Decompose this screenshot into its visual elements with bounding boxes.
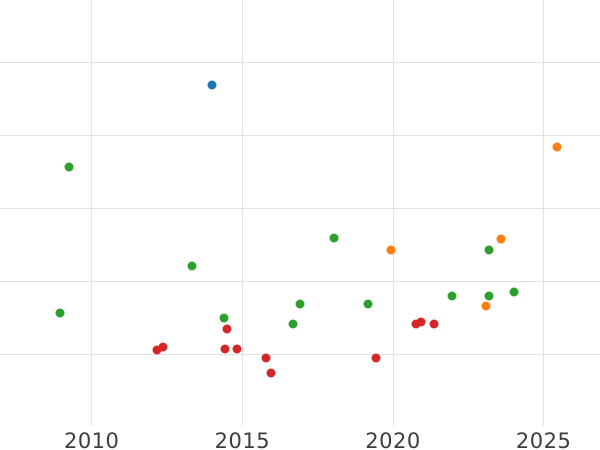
y-gridline [0, 62, 600, 64]
data-point-orange [552, 142, 562, 152]
y-gridline [0, 280, 600, 282]
x-gridline [543, 0, 545, 426]
data-point-green [509, 287, 519, 297]
y-gridline [0, 353, 600, 355]
data-point-green [329, 233, 339, 243]
data-point-red [158, 342, 168, 352]
data-point-green [187, 261, 197, 271]
data-point-green [295, 299, 305, 309]
y-gridline [0, 207, 600, 209]
data-point-green [363, 299, 373, 309]
x-gridline [91, 0, 93, 426]
data-point-red [429, 319, 439, 329]
data-point-orange [386, 245, 396, 255]
data-point-green [484, 245, 494, 255]
x-tick-label: 2010 [63, 429, 120, 450]
data-point-green [484, 291, 494, 301]
data-point-red [416, 317, 426, 327]
x-gridline [392, 0, 394, 426]
data-point-orange [481, 301, 491, 311]
x-gridline [241, 0, 243, 426]
data-point-green [64, 162, 74, 172]
data-point-green [288, 319, 298, 329]
y-gridline [0, 135, 600, 137]
data-point-green [55, 308, 65, 318]
data-point-red [152, 345, 162, 355]
data-point-orange [496, 234, 506, 244]
x-axis: 2010 2015 2020 2025 [0, 426, 600, 450]
x-tick-label: 2020 [365, 429, 421, 450]
data-point-red [261, 353, 271, 363]
data-point-green [219, 313, 229, 323]
data-point-red [220, 344, 230, 354]
data-point-blue [207, 80, 217, 90]
plot-area [0, 0, 600, 426]
data-point-red [266, 368, 276, 378]
data-point-green [447, 291, 457, 301]
data-point-red [222, 324, 232, 334]
data-point-red [411, 319, 421, 329]
data-point-red [232, 344, 242, 354]
data-point-red [371, 353, 381, 363]
x-tick-label: 2015 [214, 429, 271, 450]
x-tick-label: 2025 [515, 429, 572, 450]
